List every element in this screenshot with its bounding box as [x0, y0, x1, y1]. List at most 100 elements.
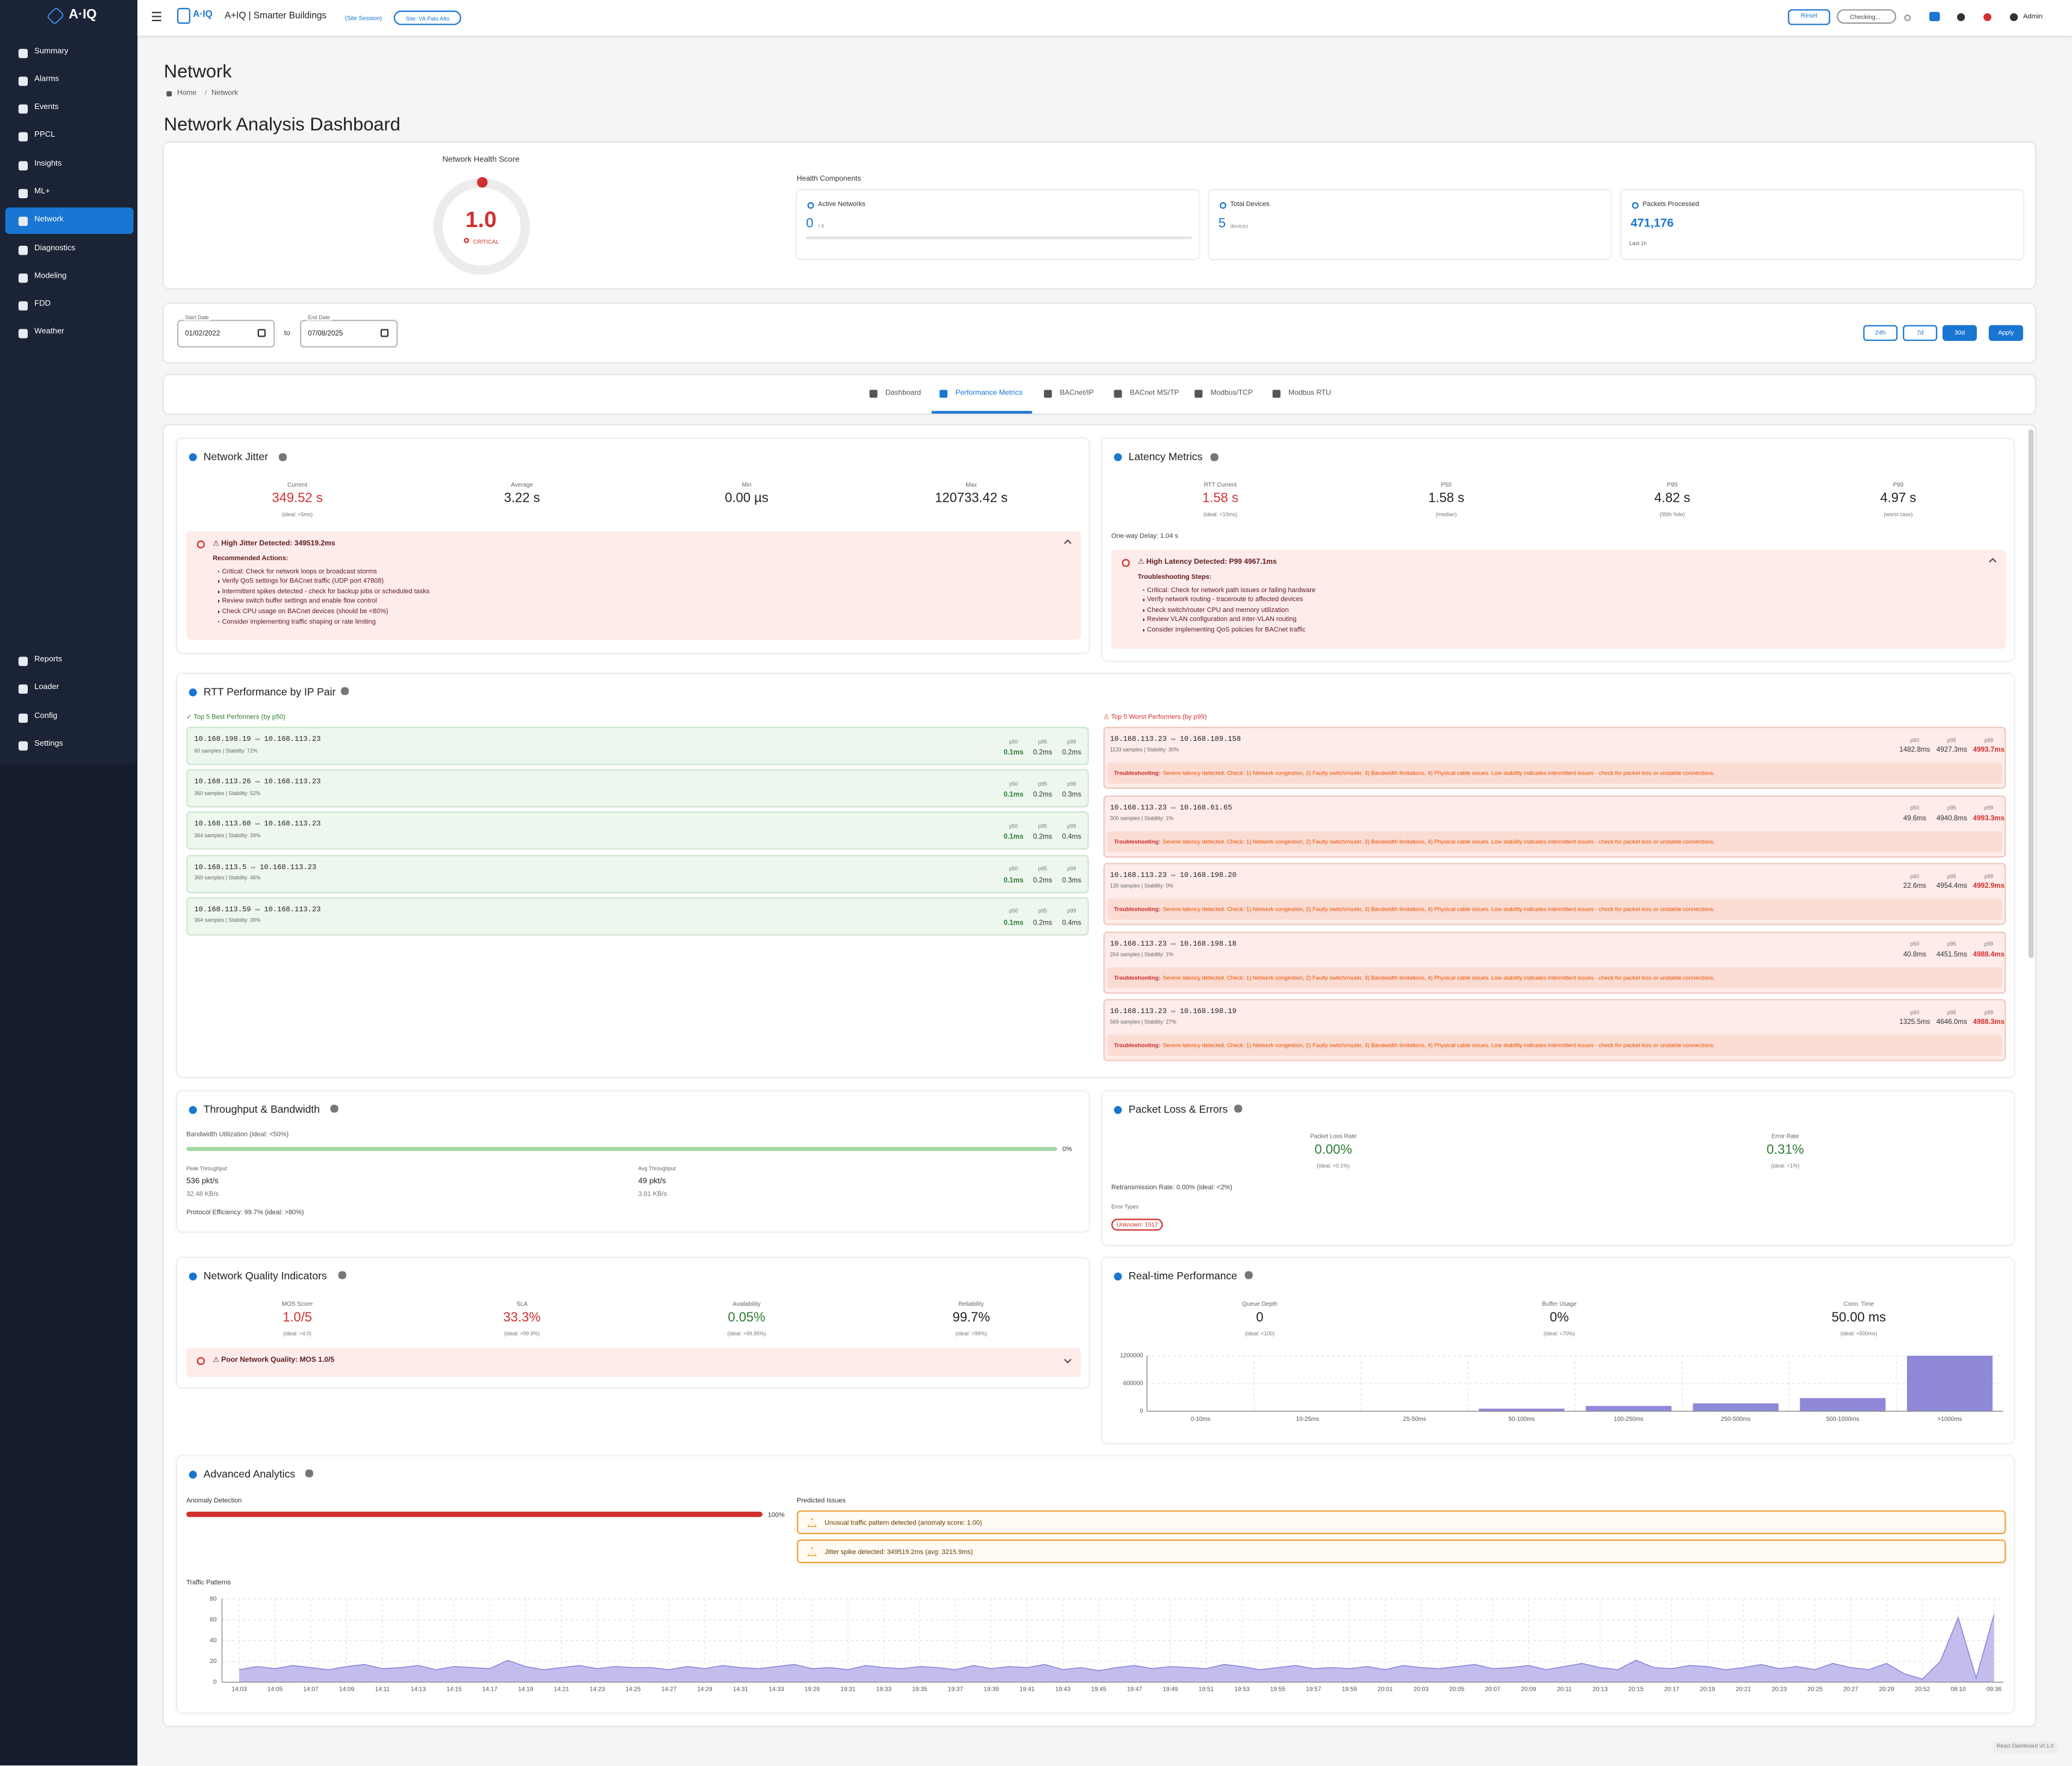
range-button[interactable]	[1942, 325, 1977, 342]
column-header: p50	[1009, 907, 1019, 914]
nav-item[interactable]: Modeling	[34, 272, 67, 281]
range-button[interactable]	[1903, 325, 1938, 342]
card-title: Throughput & Bandwidth	[203, 1103, 320, 1116]
card-icon	[1114, 1106, 1122, 1114]
metric-value: 0.31%	[1766, 1143, 1805, 1158]
alert	[186, 1347, 1081, 1378]
card-icon	[189, 453, 197, 461]
metric-label: RTT Current	[1203, 481, 1237, 488]
nav-item[interactable]: Config	[34, 713, 58, 721]
date-value[interactable]: 01/02/2022	[185, 329, 220, 338]
breadcrumb[interactable]: Home	[176, 89, 197, 98]
date-value[interactable]: 07/08/2025	[308, 329, 343, 338]
column-header: p95	[1947, 1009, 1956, 1016]
info-icon	[305, 1470, 313, 1477]
alert-title: ⚠ High Latency Detected: P99 4967.1ms	[1137, 558, 1277, 566]
column-header: p95	[1038, 865, 1047, 872]
reset[interactable]: Reset	[1800, 13, 1818, 20]
metric-value: 0%	[1549, 1311, 1569, 1326]
alert-subtitle: Recommended Actions:	[213, 555, 289, 563]
column-header: p95	[1947, 872, 1956, 879]
troubleshooting-label: Troubleshooting:	[1114, 837, 1161, 844]
nav-item[interactable]: Summary	[34, 48, 69, 57]
nav-item[interactable]: Insights	[34, 160, 62, 169]
bullet	[217, 590, 220, 593]
best-heading: ✓ Top 5 Best Performers (by p50)	[186, 713, 286, 722]
rtt-value: 4993.7ms	[1973, 746, 2005, 755]
alert-icon	[1122, 558, 1130, 567]
nav-item[interactable]: Network	[34, 216, 64, 224]
date-input[interactable]	[176, 319, 275, 348]
nav-item[interactable]: Settings	[34, 740, 63, 749]
column-header: p50	[1009, 865, 1019, 872]
nav-item[interactable]: Weather	[34, 328, 64, 337]
menu-icon[interactable]	[152, 19, 161, 22]
nav-item[interactable]: Diagnostics	[34, 245, 76, 253]
ip-pair: 10.168.113.5 ⇔ 10.168.113.23	[194, 862, 317, 872]
nav-item[interactable]: PPCL	[34, 131, 55, 140]
nav-item[interactable]: ML+	[34, 188, 51, 196]
reset-button[interactable]	[1788, 9, 1830, 25]
tab[interactable]: BACnet MS/TP	[1129, 389, 1179, 398]
calendar-icon	[380, 329, 389, 337]
range-button[interactable]	[1863, 325, 1898, 342]
user[interactable]: Admin	[2023, 13, 2043, 21]
metric-value: 1.58 s	[1428, 491, 1465, 507]
components-label: Health Components	[796, 175, 861, 184]
apply-label[interactable]: Apply	[1998, 329, 2014, 337]
tab[interactable]: Dashboard	[885, 389, 921, 398]
range-label[interactable]: 24h	[1875, 329, 1886, 337]
tab-icon	[939, 390, 948, 398]
nav-item[interactable]: FDD	[34, 300, 51, 309]
column-header: p99	[1067, 822, 1076, 829]
site-chip[interactable]	[393, 10, 461, 25]
metric-label: Availability	[732, 1300, 761, 1308]
tab[interactable]: BACnet/IP	[1059, 389, 1094, 398]
chat-icon[interactable]	[1929, 11, 1940, 22]
nav-item[interactable]: Reports	[34, 656, 63, 664]
throughput-label: Avg Throughput	[638, 1165, 676, 1172]
column-header: p95	[1947, 940, 1956, 947]
card-title: RTT Performance by IP Pair	[203, 686, 336, 698]
nav-item[interactable]: Events	[34, 104, 59, 112]
rtt-value: 0.1ms	[1003, 749, 1024, 757]
troubleshooting-band	[1107, 1035, 2002, 1056]
component-card	[796, 190, 1199, 260]
date-input[interactable]	[300, 319, 398, 348]
nav-item[interactable]: Loader	[34, 684, 60, 692]
critical-icon	[463, 237, 470, 244]
range-label[interactable]: 7d	[1916, 329, 1924, 337]
metric-note: (ideal: >99.9%)	[504, 1330, 540, 1337]
ip-pair: 10.168.113.23 ⇔ 10.168.61.65	[1109, 802, 1232, 812]
utilization-track	[186, 1147, 1058, 1151]
nav-icon	[18, 684, 28, 693]
tab[interactable]: Modbus RTU	[1288, 389, 1331, 398]
troubleshooting-label: Troubleshooting:	[1114, 1042, 1161, 1049]
nav-item[interactable]: Alarms	[34, 75, 60, 84]
row-info: 264 samples | Stability: 1%	[1109, 950, 1174, 958]
metric-label: Error Rate	[1771, 1132, 1799, 1140]
menu-icon[interactable]	[152, 11, 161, 14]
rtt-value: 4988.4ms	[1973, 950, 2005, 959]
menu-icon[interactable]	[152, 16, 161, 17]
range-label[interactable]: 30d	[1954, 329, 1965, 337]
troubleshooting-text: Severe latency detected. Check: 1) Netwo…	[1162, 837, 1715, 844]
component-value: 0	[806, 216, 814, 231]
row-info: 360 samples | Stability: 52%	[194, 789, 261, 796]
metric-label: P95	[1667, 481, 1678, 488]
tab[interactable]: Performance Metrics	[955, 389, 1023, 398]
nav-icon	[18, 188, 28, 198]
nav-icon	[18, 216, 28, 226]
rtt-value: 4646.0ms	[1936, 1019, 1967, 1028]
apply-button[interactable]	[1988, 325, 2023, 342]
tab[interactable]: Modbus/TCP	[1210, 389, 1253, 398]
traffic-label: Traffic Patterns	[186, 1579, 231, 1587]
nav-icon	[18, 656, 28, 666]
column-header: p95	[1038, 822, 1047, 829]
packets-card	[1102, 1091, 2014, 1245]
card-icon	[1114, 1272, 1122, 1281]
component-icon	[1631, 201, 1638, 208]
column-header: p99	[1067, 907, 1076, 914]
rtt-value: 0.4ms	[1062, 919, 1082, 928]
